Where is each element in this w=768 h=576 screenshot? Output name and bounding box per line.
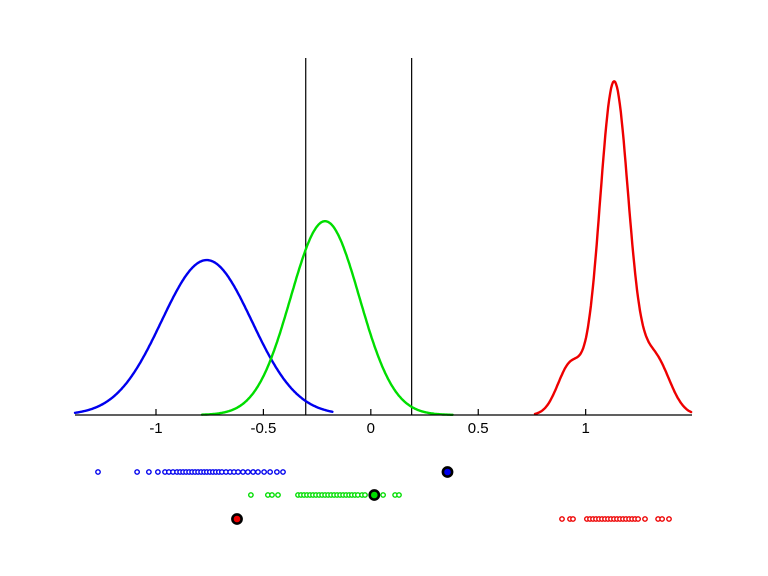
blue-samples-point (154, 469, 161, 475)
blue-samples-point (250, 469, 257, 475)
x-tick-label--0.5: -0.5 (250, 420, 276, 437)
red-samples-point (635, 516, 641, 522)
green-samples-point (396, 492, 402, 498)
x-tick-label-0: 0 (367, 420, 375, 437)
red-samples-point (570, 516, 576, 522)
red-samples-point (642, 516, 648, 522)
red-density-curve (533, 80, 693, 416)
blue-samples-point (134, 469, 141, 475)
green-density-curve (200, 219, 454, 416)
blue-samples-point (235, 469, 242, 475)
blue-samples-point (255, 469, 261, 475)
red-marked-point (231, 513, 243, 525)
red-samples-point (666, 516, 672, 522)
blue-samples-point (267, 469, 273, 475)
threshold-lines-group (305, 58, 413, 415)
green-samples-point (275, 492, 281, 498)
green-marked-point (368, 489, 381, 501)
blue-density-curve (73, 258, 334, 414)
density-curves-group (73, 80, 693, 416)
green-samples-point (380, 492, 386, 498)
x-tick-label-0.5: 0.5 (468, 420, 489, 437)
blue-samples-point (280, 469, 286, 475)
blue-samples-point (261, 469, 267, 475)
x-tick-label-1: 1 (581, 420, 589, 437)
blue-samples-point (145, 469, 152, 475)
blue-marked-point (441, 466, 454, 478)
blue-samples-point (244, 469, 251, 475)
blue-samples-point (95, 469, 101, 475)
green-samples-point (247, 492, 254, 498)
blue-samples-point (273, 469, 280, 475)
marked-points-group (231, 466, 454, 525)
x-tick-label--1: -1 (149, 420, 162, 437)
red-samples-point (659, 516, 665, 522)
x-axis-group: -1 -0.5 0 0.5 1 (75, 409, 692, 437)
blue-samples-point (240, 469, 246, 475)
green-samples-point (269, 492, 275, 498)
red-samples-point (559, 516, 565, 522)
green-samples-point (362, 492, 368, 498)
sample-points-group (95, 469, 672, 522)
